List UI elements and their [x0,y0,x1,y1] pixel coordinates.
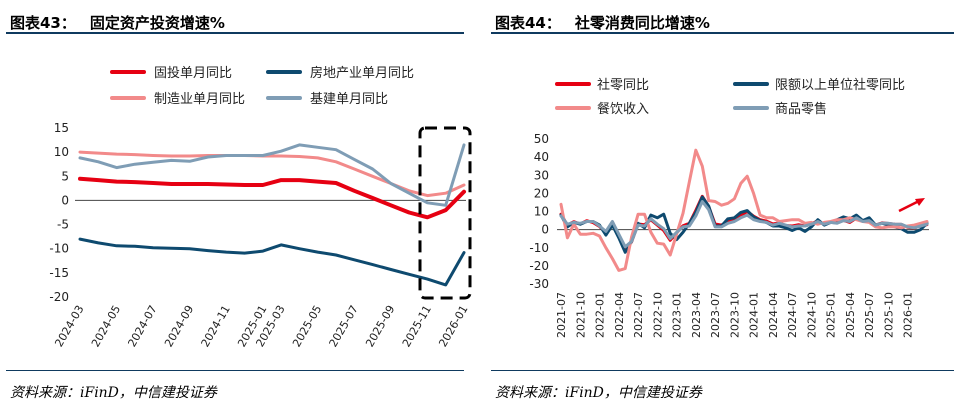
y-tick-label: 10 [54,145,69,159]
x-tick-label: 2024-09 [162,303,196,349]
x-tick-label: 2024-04 [767,292,780,338]
y-tick-label: -10 [529,241,549,255]
chart-title: 图表43： 固定资产投资增速% [10,12,225,33]
x-tick-label: 2026-01 [436,303,470,349]
line-series-3 [78,143,466,207]
legend-label: 房地产业单月同比 [310,65,414,81]
x-tick-label: 2023-07 [709,292,722,338]
legend-label: 商品零售 [775,101,827,117]
x-tick-label: 2023-01 [671,292,684,338]
y-tick-label: 50 [534,132,549,146]
line-series-0 [78,176,466,220]
y-tick-label: -20 [529,259,549,273]
y-tick-label: -5 [57,218,69,232]
line-series-3 [559,200,929,249]
y-tick-label: -15 [49,266,69,280]
y-tick-label: 0 [61,193,69,207]
x-tick-label: 2022-01 [594,292,607,338]
x-tick-label: 2024-03 [52,303,86,349]
retail-sales-line-chart: -30 -20 -10 0 10 20 30 40 50 2021-07 2021-10 2022-0… [529,77,929,338]
x-tick-label: 2024-07 [125,303,159,349]
x-tick-label: 2024-11 [199,303,233,349]
x-tick-label: 2025-11 [400,303,434,349]
x-tick-label: 2025-05 [290,303,324,349]
chart-title-label: 图表43： [10,14,76,32]
x-tick-label: 2025-10 [882,292,895,338]
fixed-asset-chart-panel: 图表43： 固定资产投资增速% -20 -15 -10 -5 0 5 10 15 2024-03 2… [0,0,472,406]
line-series-1 [78,237,466,287]
x-tick-label: 2023-10 [728,292,741,338]
y-tick-label: 40 [534,150,549,164]
source-note: 资料来源：iFinD，中信建投证券 [495,385,702,401]
x-tick-label: 2022-07 [632,292,645,338]
y-tick-label: 0 [541,223,549,237]
y-tick-label: 15 [54,121,69,135]
x-tick-label: 2025-09 [363,303,397,349]
trend-arrow-shaft [898,199,920,213]
y-tick-label: 10 [534,205,549,219]
y-tick-label: 30 [534,168,549,182]
x-tick-label: 2024-07 [786,292,799,338]
trend-arrow-head [915,198,925,206]
y-tick-label: -10 [49,242,69,256]
x-tick-label: 2021-07 [555,292,568,338]
x-tick-label: 2025-07 [327,303,361,349]
x-tick-label: 2021-10 [574,292,587,338]
title-rule [491,32,954,34]
chart-title-label: 图表44： [495,14,561,32]
bottom-rule [491,370,954,371]
legend-label: 固投单月同比 [154,65,232,81]
y-tick-label: -20 [49,290,69,304]
title-rule [6,32,464,34]
x-tick-label: 2025-07 [863,292,876,338]
x-tick-label: 2022-04 [613,292,626,338]
chart-title-text: 社零消费同比增速% [574,14,710,32]
legend-label: 基建单月同比 [310,92,388,107]
x-tick-label: 2022-10 [651,292,664,338]
x-tick-label: 2024-01 [748,292,761,338]
x-tick-label: 2024-10 [805,292,818,338]
x-tick-label: 2026-01 [902,292,915,338]
highlight-box [418,126,472,300]
bottom-rule [6,370,464,371]
y-tick-label: 5 [61,169,69,183]
legend-label: 餐饮收入 [597,101,649,117]
source-note: 资料来源：iFinD，中信建投证券 [10,385,217,401]
legend-label: 限额以上单位社零同比 [775,77,905,93]
retail-sales-chart-panel: 图表44： 社零消费同比增速% -30 -20 -10 0 10 20 30 40 50 2021-… [485,0,960,406]
x-tick-label: 2025-01 [825,292,838,338]
y-tick-label: -30 [529,277,549,291]
chart-title: 图表44： 社零消费同比增速% [495,12,710,33]
y-tick-label: 20 [534,186,549,200]
chart-title-text: 固定资产投资增速% [89,14,225,32]
legend-label: 社零同比 [597,77,649,93]
x-tick-label: 2025-04 [844,292,857,338]
line-series-2 [78,150,466,198]
legend-label: 制造业单月同比 [154,92,245,107]
x-tick-label: 2024-05 [89,303,123,349]
x-tick-label: 2023-04 [690,292,703,338]
line-series-1 [559,195,929,254]
